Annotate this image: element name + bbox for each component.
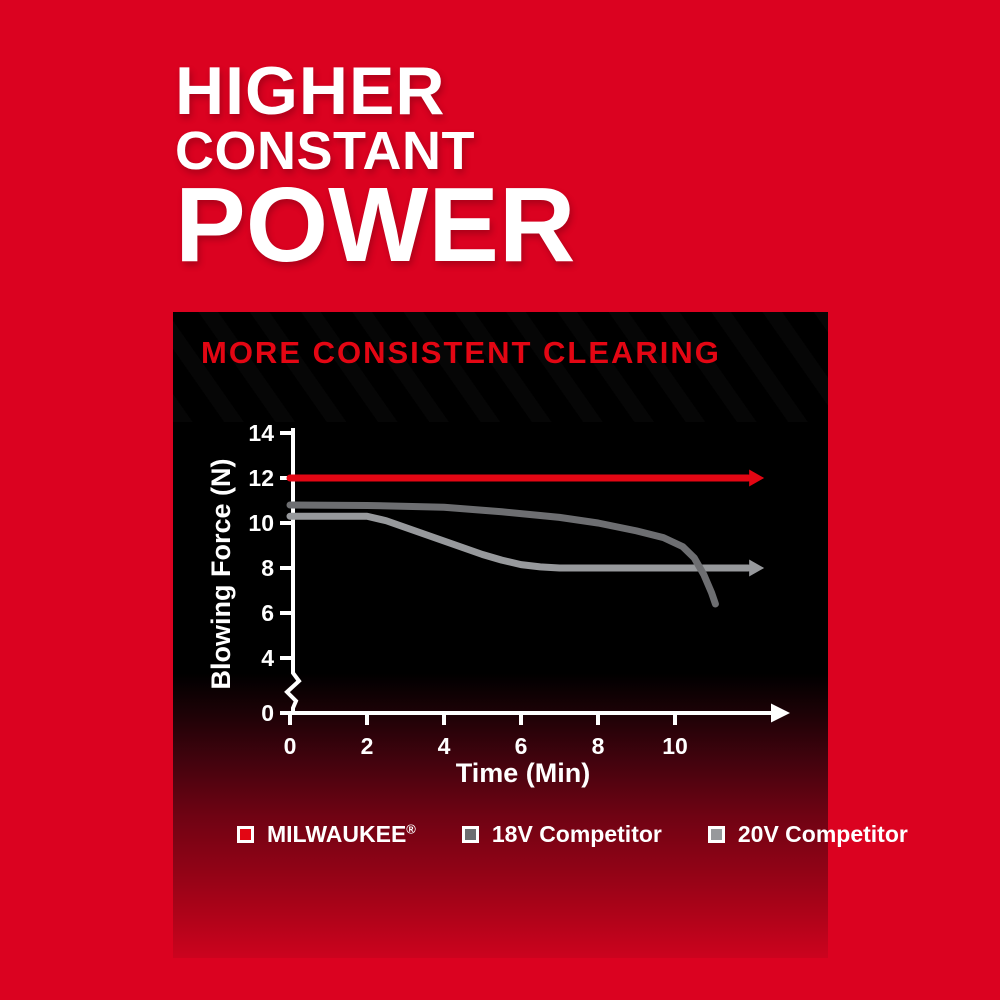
hero-title: HIGHER CONSTANT POWER (175, 53, 576, 284)
svg-text:0: 0 (284, 733, 297, 759)
hero-line-constant: CONSTANT (175, 121, 475, 181)
svg-text:14: 14 (248, 420, 274, 446)
svg-text:0: 0 (261, 700, 274, 726)
hero-line-higher: HIGHER (175, 53, 446, 129)
svg-text:Blowing Force (N): Blowing Force (N) (206, 459, 236, 690)
svg-text:Time (Min): Time (Min) (456, 758, 591, 788)
svg-text:8: 8 (592, 733, 605, 759)
svg-text:10: 10 (662, 733, 688, 759)
legend-item-18v-competitor: 18V Competitor (461, 821, 662, 848)
svg-text:10: 10 (248, 510, 274, 536)
svg-text:4: 4 (438, 733, 451, 759)
chart-panel: MORE CONSISTENT CLEARING 14 12 10 8 6 4 0 0 2 4 6 8… (173, 312, 908, 958)
chart-title: MORE CONSISTENT CLEARING (201, 335, 721, 370)
legend-swatch-20v-icon (707, 826, 725, 843)
svg-text:6: 6 (515, 733, 528, 759)
svg-text:2: 2 (361, 733, 374, 759)
chart-svg: 14 12 10 8 6 4 00 2 4 6 8 10 Time (Min) Blowing Force… (206, 420, 790, 788)
svg-text:6: 6 (261, 600, 274, 626)
legend-label-20v: 20V Competitor (737, 821, 908, 847)
legend-label-milwaukee: MILWAUKEE® (267, 821, 416, 847)
legend-label-18v: 18V Competitor (491, 821, 662, 847)
chart-legend: MILWAUKEE® 18V Competitor 20V Competitor (237, 821, 908, 848)
legend-item-milwaukee: MILWAUKEE® (237, 821, 416, 848)
registered-mark: ® (406, 821, 416, 837)
hero-line-power: POWER (175, 166, 576, 284)
legend-swatch-milwaukee-icon (237, 826, 254, 843)
legend-swatch-18v-icon (461, 826, 479, 843)
legend-item-20v-competitor: 20V Competitor (707, 821, 908, 848)
svg-text:4: 4 (261, 645, 274, 671)
svg-text:8: 8 (261, 555, 274, 581)
svg-text:12: 12 (248, 465, 274, 491)
